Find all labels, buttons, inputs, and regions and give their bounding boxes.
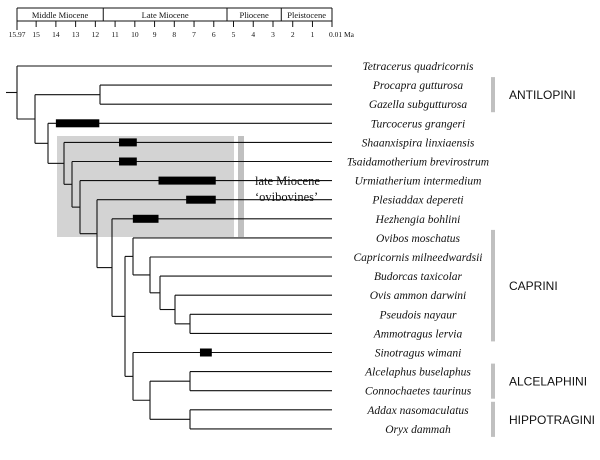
- time-tick-label: 4: [251, 30, 255, 39]
- tribe-bracket: [491, 229, 495, 342]
- taxon-label: Connochaetes taurinus: [365, 386, 472, 398]
- time-tick-label: 12: [92, 30, 100, 39]
- taxon-label: Ovis ammon darwini: [370, 290, 466, 302]
- epoch-label: Pleistocene: [287, 10, 326, 20]
- taxon-label: Turcocerus grangeri: [371, 118, 465, 130]
- time-tick-label: 13: [72, 30, 80, 39]
- epoch-label: Late Miocene: [142, 10, 189, 20]
- taxon-label: Oryx dammah: [385, 424, 451, 436]
- tribe-label: ALCELAPHINI: [509, 375, 587, 389]
- time-tick-label: 14: [52, 30, 60, 39]
- time-tick-label: 15: [32, 30, 40, 39]
- fossil-range-bar: [119, 138, 137, 147]
- epoch-label: Middle Miocene: [32, 10, 89, 20]
- fossil-range-bar: [199, 348, 212, 357]
- ovibovine-label-line1: late Miocene: [255, 174, 320, 188]
- taxon-label: Gazella subgutturosa: [369, 99, 468, 111]
- taxon-label: Plesiaddax depereti: [371, 195, 463, 207]
- time-tick-label: 3: [271, 30, 275, 39]
- ovibovine-label-line2: ‘ovibovines’: [255, 190, 318, 204]
- time-tick-label: 2: [291, 30, 295, 39]
- tribe-label: CAPRINI: [509, 279, 558, 293]
- time-tick-label: 15.97: [9, 30, 26, 39]
- taxon-label: Budorcas taxicolar: [374, 271, 463, 283]
- taxon-label: Procapra gutturosa: [372, 80, 463, 92]
- time-tick-label: 11: [111, 30, 118, 39]
- fossil-range-bar: [158, 176, 216, 185]
- tribe-bracket: [491, 363, 495, 399]
- time-tick-label: 8: [172, 30, 176, 39]
- tribe-bracket: [491, 401, 495, 437]
- taxon-label: Pseudois nayaur: [379, 309, 458, 321]
- taxon-label: Tsaidamotherium brevirostrum: [347, 157, 489, 169]
- tribe-label: HIPPOTRAGINI: [509, 413, 595, 427]
- taxon-label: Tetracerus quadricornis: [362, 61, 474, 73]
- time-tick-label: 10: [131, 30, 139, 39]
- taxon-label: Alcelaphus buselaphus: [364, 367, 471, 379]
- epoch-label: Pliocene: [239, 10, 268, 20]
- ovibovine-bracket: [238, 136, 244, 237]
- taxon-label: Ammotragus lervia: [373, 328, 463, 340]
- time-tick-label: 0.01 Ma: [329, 30, 355, 39]
- taxon-label: Addax nasomaculatus: [366, 405, 469, 417]
- taxon-label: Hezhengia bohlini: [375, 214, 461, 226]
- taxon-label: Shaanxispira linxiaensis: [362, 137, 475, 149]
- fossil-range-bar: [119, 157, 137, 166]
- time-tick-label: 9: [153, 30, 157, 39]
- fossil-range-bar: [55, 119, 100, 128]
- fossil-range-bar: [132, 214, 159, 223]
- taxon-label: Urmiatherium intermedium: [355, 176, 482, 188]
- time-tick-label: 1: [311, 30, 315, 39]
- time-tick-label: 7: [192, 30, 196, 39]
- fossil-range-bar: [186, 195, 216, 204]
- taxon-label: Capricornis milneedwardsii: [354, 252, 483, 264]
- taxon-label: Sinotragus wimani: [375, 348, 462, 360]
- time-tick-label: 6: [212, 30, 216, 39]
- tribe-label: ANTILOPINI: [509, 88, 576, 102]
- taxon-label: Ovibos moschatus: [376, 233, 461, 245]
- time-tick-label: 5: [232, 30, 236, 39]
- tribe-bracket: [491, 77, 495, 113]
